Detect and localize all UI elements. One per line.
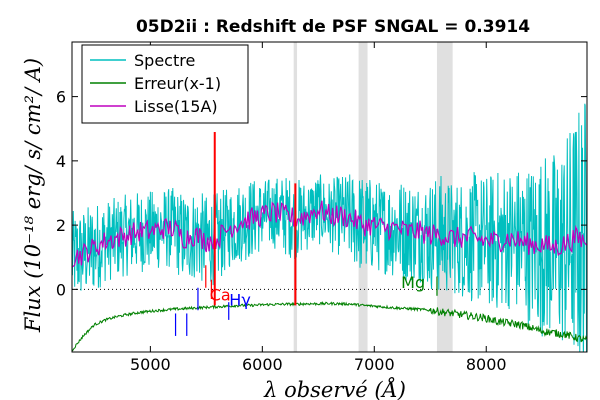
plot-frame — [71, 41, 588, 353]
series-erreur-line — [72, 300, 587, 352]
annotation-0: Ca — [210, 286, 231, 305]
shaded-band-2 — [436, 42, 453, 352]
legend-label-0: Spectre — [134, 51, 195, 70]
annotation-2: Mg — [401, 273, 425, 292]
y-tick-label-0: 0 — [56, 280, 66, 299]
x-tick-label-3: 8000 — [466, 355, 507, 374]
series-spectre-line — [72, 103, 587, 352]
x-tick-label-0: 5000 — [130, 355, 171, 374]
legend-label-1: Erreur(x-1) — [134, 74, 221, 93]
y-axis-label: Flux (10⁻¹⁸ erg/ s/ cm²/ A) — [21, 58, 45, 333]
y-tick-label-3: 6 — [56, 88, 66, 107]
legend: Spectre Erreur(x-1) Lisse(15A) — [81, 44, 249, 124]
legend-label-2: Lisse(15A) — [134, 97, 218, 116]
x-axis-label: λ observé (Å) — [263, 377, 406, 400]
y-tick-label-1: 2 — [56, 216, 66, 235]
chart-title: 05D2ii : Redshift de PSF SNGAL = 0.3914 — [136, 17, 530, 37]
legend-box — [81, 44, 249, 124]
y-tick-label-2: 4 — [56, 152, 66, 171]
annotation-1: Hγ — [229, 290, 251, 309]
series-lisse-line — [72, 200, 587, 268]
x-tick-label-2: 7000 — [354, 355, 395, 374]
x-tick-label-1: 6000 — [242, 355, 283, 374]
